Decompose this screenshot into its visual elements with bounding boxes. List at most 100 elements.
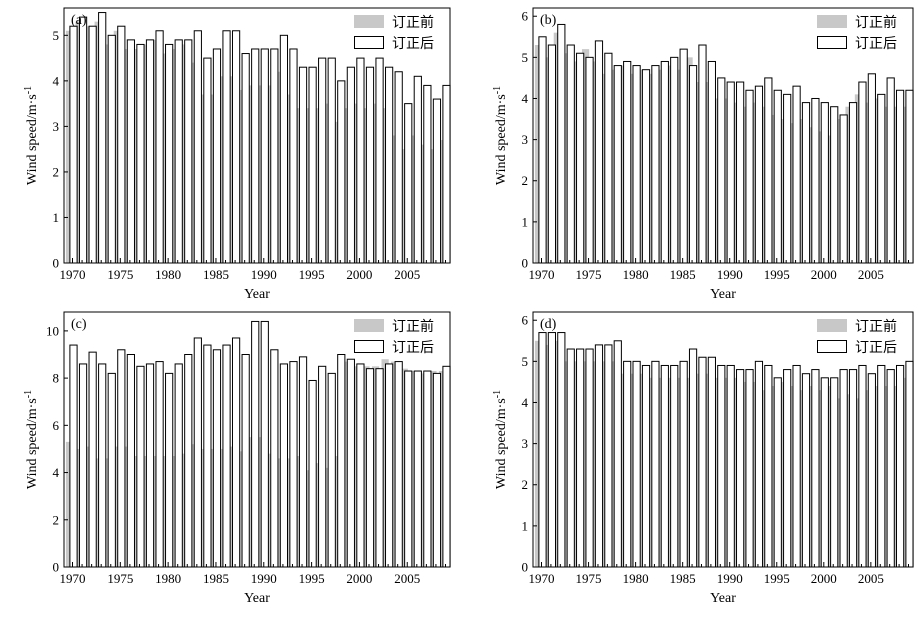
bar-after-correction xyxy=(126,39,135,264)
bar-after-correction xyxy=(905,360,914,568)
legend-swatch-before xyxy=(817,319,847,332)
bar-after-correction xyxy=(830,377,839,568)
bar-after-correction xyxy=(279,363,289,568)
legend-swatch-after xyxy=(354,36,384,49)
bar-after-correction xyxy=(413,75,422,264)
bar-after-correction xyxy=(773,377,782,568)
bar-after-correction xyxy=(547,332,557,568)
bar-after-correction xyxy=(318,365,327,568)
chart-panel: 0 1 2 3 4 5 6 1970 1975 1980 1985 1990 1995 2000 2005 Y… xyxy=(492,7,914,302)
chart-panel: 0 1 2 3 4 5 6 1970 1975 1980 1985 1990 1995 2000 2005 Y… xyxy=(492,311,914,606)
bar-after-correction xyxy=(193,30,202,264)
bar-after-correction xyxy=(670,364,679,568)
bar-after-correction xyxy=(867,73,876,264)
bar-after-correction xyxy=(442,365,451,568)
y-axis-title: Wind speed/m·s-1 xyxy=(23,86,41,185)
y-tick-label: 5 xyxy=(53,28,60,43)
bar-after-correction xyxy=(651,65,660,264)
legend-swatch-after xyxy=(817,36,847,49)
bar-after-correction xyxy=(660,364,669,568)
bar-after-correction xyxy=(346,66,355,264)
bar-after-correction xyxy=(585,348,594,568)
bar-after-correction xyxy=(566,44,575,264)
bar-after-correction xyxy=(298,356,308,568)
y-tick-label: 0 xyxy=(522,560,529,575)
bar-after-correction xyxy=(613,340,622,568)
chart-panel: 0 2 4 6 8 10 1970 1975 1980 1985 1990 1995 2000 2005 Y… xyxy=(23,311,451,606)
bar-after-correction xyxy=(811,369,820,568)
x-tick-label: 1975 xyxy=(576,267,602,282)
bar-after-correction xyxy=(308,379,317,568)
bar-after-correction xyxy=(773,89,782,264)
x-axis-title: Year xyxy=(244,287,270,302)
bar-after-correction xyxy=(792,364,801,568)
y-axis-title: Wind speed/m·s-1 xyxy=(492,86,510,185)
bar-after-correction xyxy=(346,358,355,568)
panel-label: (d) xyxy=(540,317,557,332)
bar-after-correction xyxy=(867,373,876,568)
bar-after-correction xyxy=(641,69,651,264)
bar-after-correction xyxy=(260,320,269,568)
x-tick-label: 1980 xyxy=(623,571,649,586)
bar-after-correction xyxy=(231,30,241,264)
y-tick-label: 0 xyxy=(522,256,529,271)
bar-after-correction xyxy=(623,360,632,568)
x-tick-label: 1980 xyxy=(623,267,649,282)
bar-after-correction xyxy=(764,364,773,568)
bar-after-correction xyxy=(423,370,432,568)
x-tick-label: 2000 xyxy=(346,571,372,586)
bar-after-correction xyxy=(820,377,829,568)
x-tick-label: 1970 xyxy=(60,267,86,282)
bar-after-correction xyxy=(792,85,801,264)
bar-after-correction xyxy=(538,332,547,568)
x-tick-label: 2005 xyxy=(858,571,884,586)
panel-label: (a) xyxy=(71,13,87,28)
chart-panel: 0 1 2 3 4 5 1970 1975 1980 1985 1990 1995 2000 2005 Ye… xyxy=(23,7,451,302)
bar-after-correction xyxy=(736,81,745,264)
bar-after-correction xyxy=(385,363,394,568)
bar-after-correction xyxy=(905,89,914,264)
bar-after-correction xyxy=(365,66,375,264)
bar-after-correction xyxy=(356,57,365,264)
legend-label-before: 订正前 xyxy=(855,14,897,31)
bar-after-correction xyxy=(623,60,632,264)
bar-after-correction xyxy=(688,65,698,264)
bar-after-correction xyxy=(270,48,279,264)
legend-label-after: 订正后 xyxy=(855,36,897,52)
bar-after-correction xyxy=(136,43,145,264)
bar-after-correction xyxy=(145,39,155,264)
legend-label-before: 订正前 xyxy=(855,318,897,335)
bar-after-correction xyxy=(222,30,231,264)
bar-after-correction xyxy=(877,364,886,568)
x-tick-label: 1990 xyxy=(717,267,743,282)
legend-label-after: 订正后 xyxy=(392,340,434,356)
y-tick-label: 4 xyxy=(522,91,529,106)
bar-after-correction xyxy=(726,81,735,264)
y-tick-label: 1 xyxy=(522,214,529,229)
y-tick-label: 5 xyxy=(522,354,529,369)
y-tick-label: 4 xyxy=(53,73,60,88)
bar-after-correction xyxy=(394,71,403,264)
bar-after-correction xyxy=(754,85,764,264)
bar-after-correction xyxy=(538,36,547,264)
bar-after-correction xyxy=(679,360,688,568)
bar-after-correction xyxy=(241,53,250,264)
x-tick-label: 1985 xyxy=(203,267,229,282)
y-tick-label: 3 xyxy=(522,132,529,147)
bar-after-correction xyxy=(432,98,442,264)
y-tick-label: 6 xyxy=(53,418,60,433)
bar-after-correction xyxy=(801,102,811,264)
bar-after-correction xyxy=(241,354,250,568)
bar-after-correction xyxy=(356,363,365,568)
bar-after-correction xyxy=(547,44,557,264)
bar-after-correction xyxy=(754,360,764,568)
bar-after-correction xyxy=(327,372,336,568)
bar-after-correction xyxy=(660,60,669,264)
y-axis-title: Wind speed/m·s-1 xyxy=(23,390,41,489)
bar-after-correction xyxy=(88,351,97,568)
bar-after-correction xyxy=(78,363,88,568)
bar-after-correction xyxy=(858,364,867,568)
bar-after-correction xyxy=(632,65,641,264)
